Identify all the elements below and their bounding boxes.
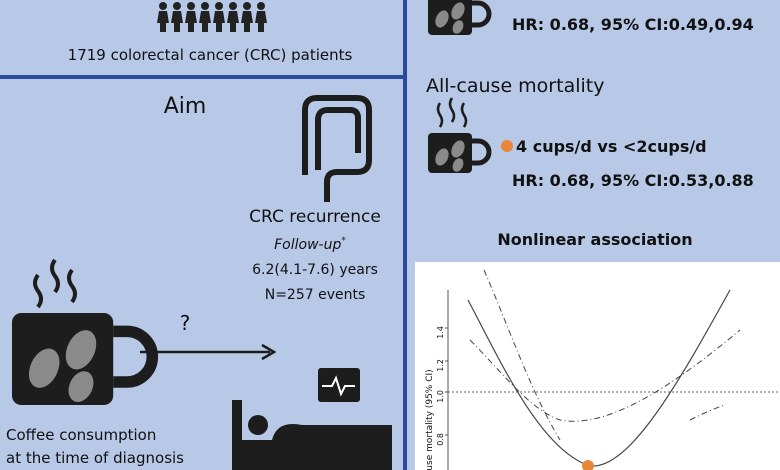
population-label: 1719 colorectal cancer (CRC) patients (68, 46, 353, 64)
y-axis-label: use mortality (95% CI) (425, 369, 435, 470)
plot-area (415, 262, 780, 470)
arrow (140, 343, 277, 361)
y-tick-label: 1.0 (436, 390, 445, 403)
recurrence-hr: HR: 0.68, 95% CI:0.49,0.94 (512, 15, 754, 34)
y-tick-label: 1.4 (436, 326, 445, 339)
bed-icon (232, 400, 392, 470)
y-tick-label: 0.8 (436, 433, 445, 446)
orange-dot (501, 140, 513, 152)
follow-up: Follow-up* (274, 236, 346, 253)
follow-up-text: Follow-up (274, 237, 341, 253)
follow-up-mark: * (341, 236, 346, 246)
exposure-line2: at the time of diagnosis (6, 449, 184, 467)
steam (33, 258, 77, 309)
outcome: CRC recurrence (249, 207, 381, 227)
colon-icon (302, 95, 372, 202)
comparison: 4 cups/d vs <2cups/d (516, 137, 707, 156)
events: N=257 events (265, 287, 366, 303)
steam (436, 97, 468, 128)
duration: 6.2(4.1-7.6) years (252, 262, 378, 278)
patient-head (248, 415, 268, 435)
lower-ci (483, 269, 726, 441)
orange-dot (582, 460, 594, 470)
y-tick-label: 1.2 (436, 359, 445, 372)
exposure-line1: Coffee consumption (6, 426, 156, 444)
question: ? (180, 311, 191, 335)
mortality-title: All-cause mortality (426, 75, 604, 97)
aim-title: Aim (164, 94, 207, 119)
plot-title: Nonlinear association (497, 230, 692, 249)
upper-ci (469, 329, 741, 422)
mortality-hr: HR: 0.68, 95% CI:0.53,0.88 (512, 171, 754, 190)
monitor-line (322, 375, 355, 397)
